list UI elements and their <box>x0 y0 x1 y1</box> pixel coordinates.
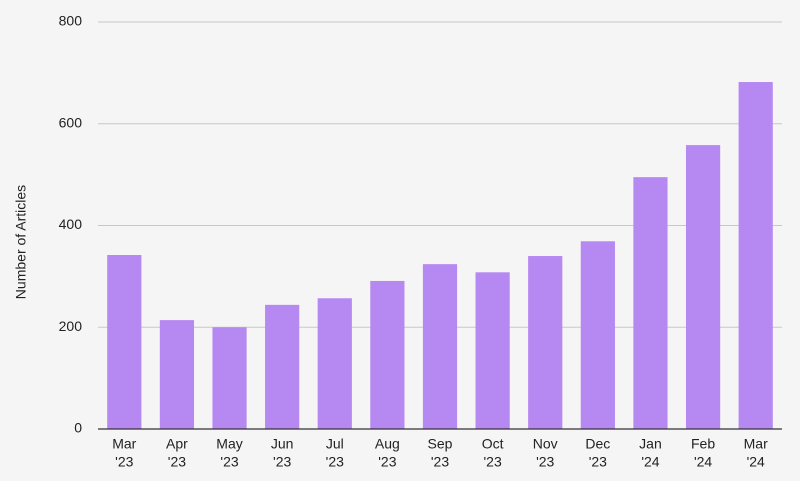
x-tick-label: May <box>216 436 242 452</box>
x-tick-label: '24 <box>694 454 712 470</box>
bar <box>265 304 300 429</box>
x-tick-label: '23 <box>431 454 449 470</box>
bar <box>475 272 510 429</box>
x-tick-label: '23 <box>378 454 396 470</box>
x-tick-label: Apr <box>166 436 188 452</box>
bar <box>212 327 247 429</box>
x-tick-label: '23 <box>536 454 554 470</box>
y-tick-label: 400 <box>59 216 83 232</box>
x-tick-label: '23 <box>115 454 133 470</box>
x-tick-label: '24 <box>747 454 765 470</box>
x-tick-label: Aug <box>375 436 400 452</box>
x-tick-label: Dec <box>585 436 610 452</box>
x-tick-label: '23 <box>589 454 607 470</box>
x-tick-label: Jun <box>271 436 294 452</box>
x-tick-label: Jul <box>326 436 344 452</box>
x-tick-label: '23 <box>326 454 344 470</box>
y-tick-label: 200 <box>59 318 83 334</box>
bar <box>370 280 405 429</box>
bar <box>633 177 668 429</box>
bar <box>528 256 563 429</box>
x-tick-label: '23 <box>168 454 186 470</box>
bar <box>580 241 615 429</box>
bar <box>107 255 142 429</box>
x-tick-label: Oct <box>482 436 504 452</box>
x-tick-label: '23 <box>220 454 238 470</box>
bar <box>159 320 195 429</box>
x-tick-label: '23 <box>483 454 501 470</box>
bar <box>738 82 773 429</box>
x-tick-label: Nov <box>533 436 558 452</box>
x-tick-label: Mar <box>112 436 136 452</box>
x-tick-label: '24 <box>641 454 659 470</box>
y-tick-label: 600 <box>59 114 83 130</box>
bar <box>685 145 721 429</box>
x-tick-label: Mar <box>744 436 768 452</box>
bar <box>422 264 458 429</box>
bar <box>317 298 352 429</box>
x-tick-label: '23 <box>273 454 291 470</box>
x-tick-label: Feb <box>691 436 715 452</box>
y-tick-label: 0 <box>74 420 82 436</box>
y-axis-label: Number of Articles <box>13 185 29 299</box>
y-tick-label: 800 <box>59 13 83 29</box>
x-tick-label: Sep <box>428 436 453 452</box>
x-tick-label: Jan <box>639 436 662 452</box>
